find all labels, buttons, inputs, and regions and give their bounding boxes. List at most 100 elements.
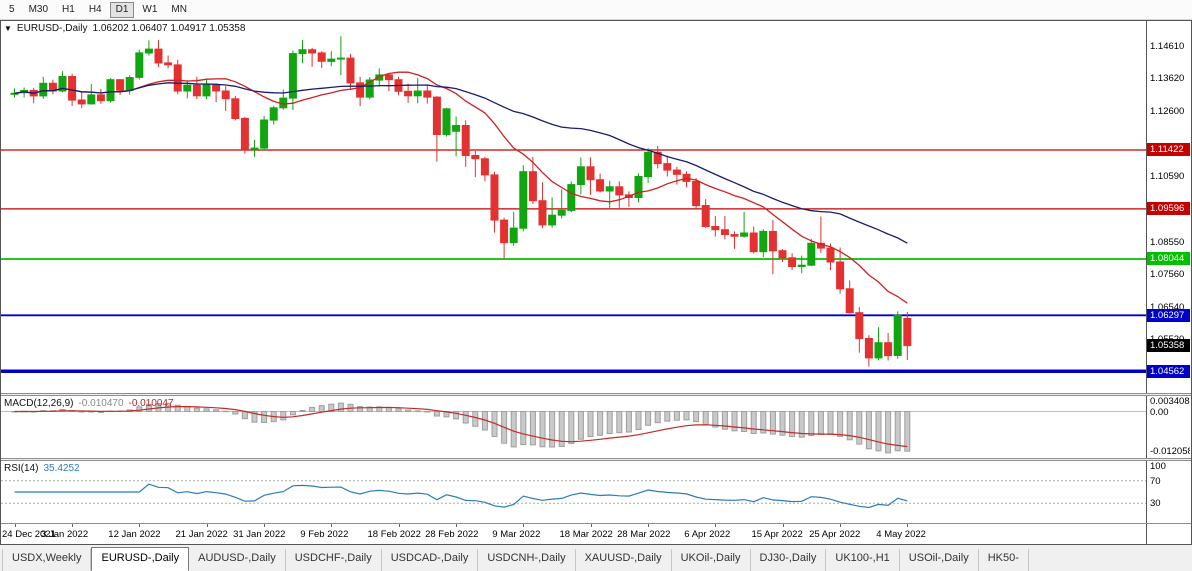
axis-price-label: 1.08550	[1150, 236, 1185, 248]
price-line-badge: 1.09596	[1147, 202, 1190, 216]
ohlc-values: 1.06202 1.06407 1.04917 1.05358	[92, 23, 246, 34]
timeframe-button-H4[interactable]: H4	[88, 3, 102, 15]
axis-price-label: 70	[1150, 475, 1161, 487]
chart-tab-USDCNH-,Daily[interactable]: USDCNH-,Daily	[478, 549, 576, 571]
symbol-timeframe-label: EURUSD-,Daily	[16, 23, 88, 34]
timeframe-button-W1[interactable]: W1	[142, 3, 158, 15]
macd-name: MACD(12,26,9)	[4, 398, 74, 409]
timeframe-button-MN[interactable]: MN	[171, 3, 187, 15]
time-axis-label: 31 Jan 2022	[233, 529, 286, 540]
window-marker-icon[interactable]: ▼	[4, 24, 12, 33]
macd-canvas[interactable]	[1, 396, 1146, 458]
time-axis-labels[interactable]: 24 Dec 2021 3 Jan 2022 12 Jan 2022 21 Jan 2…	[1, 524, 1146, 544]
chart-window: ▼ EURUSD-,Daily 1.06202 1.06407 1.04917 …	[0, 20, 1192, 545]
axis-price-label: 0.003408	[1150, 396, 1190, 407]
time-axis-label: 6 Apr 2022	[684, 529, 731, 540]
axis-price-label: -0.012058	[1150, 446, 1190, 457]
macd-chart-area[interactable]: MACD(12,26,9) -0.010470 -0.010047	[1, 396, 1146, 458]
time-tick	[331, 524, 332, 527]
chart-tab-USDCHF-,Daily[interactable]: USDCHF-,Daily	[286, 549, 382, 571]
time-tick	[15, 524, 16, 527]
time-axis-label: 24 Dec 2021	[2, 529, 56, 540]
rsi-chart-area[interactable]: RSI(14) 35.4252	[1, 461, 1146, 523]
time-axis-label: 28 Mar 2022	[617, 529, 671, 540]
time-axis-label: 15 Apr 2022	[751, 529, 803, 540]
chart-tab-DJ30-,Daily[interactable]: DJ30-,Daily	[751, 549, 827, 571]
time-tick	[72, 524, 73, 527]
macd-axis[interactable]: 0.003408 0.00 -0.012058	[1146, 396, 1190, 458]
axis-price-label: 1.14610	[1150, 41, 1185, 53]
chart-tab-AUDUSD-,Daily[interactable]: AUDUSD-,Daily	[189, 549, 286, 571]
axis-corner	[1146, 524, 1190, 544]
macd-signal-value: -0.010047	[128, 398, 174, 409]
axis-price-label: 1.06540	[1150, 301, 1185, 313]
rsi-canvas[interactable]	[1, 461, 1146, 523]
timeframe-button-D1[interactable]: D1	[109, 1, 135, 18]
time-tick	[840, 524, 841, 527]
macd-main-value: -0.010470	[78, 398, 124, 409]
axis-price-label: 1.12600	[1150, 105, 1185, 117]
time-axis-label: 9 Mar 2022	[492, 529, 541, 540]
time-tick	[264, 524, 265, 527]
time-axis[interactable]: 24 Dec 2021 3 Jan 2022 12 Jan 2022 21 Jan 2…	[1, 523, 1191, 544]
price-line-badge: 1.11422	[1147, 143, 1190, 157]
time-axis-label: 18 Feb 2022	[367, 529, 421, 540]
time-tick	[783, 524, 784, 527]
time-tick	[399, 524, 400, 527]
chart-tab-HK50-[interactable]: HK50-	[979, 549, 1029, 571]
chart-tab-USDCAD-,Daily[interactable]: USDCAD-,Daily	[382, 549, 479, 571]
chart-title: ▼ EURUSD-,Daily 1.06202 1.06407 1.04917 …	[4, 23, 245, 34]
chart-tab-bar: USDX,Weekly EURUSD-,Daily AUDUSD-,Daily USD…	[0, 545, 1192, 571]
time-tick	[648, 524, 649, 527]
time-tick	[456, 524, 457, 527]
chart-tab-USDX,Weekly[interactable]: USDX,Weekly	[2, 549, 92, 571]
time-tick	[591, 524, 592, 527]
pane-divider[interactable]	[1, 458, 1191, 461]
rsi-title: RSI(14) 35.4252	[4, 463, 80, 474]
time-tick	[907, 524, 908, 527]
chart-tab-EURUSD-,Daily[interactable]: EURUSD-,Daily	[91, 547, 190, 571]
main-chart-area[interactable]: ▼ EURUSD-,Daily 1.06202 1.06407 1.04917 …	[1, 21, 1146, 393]
axis-price-label: 100	[1150, 461, 1166, 472]
time-axis-label: 12 Jan 2022	[108, 529, 161, 540]
time-axis-label: 21 Jan 2022	[175, 529, 228, 540]
timeframe-button-5[interactable]: 5	[9, 3, 15, 15]
time-axis-label: 28 Feb 2022	[425, 529, 479, 540]
macd-pane: MACD(12,26,9) -0.010470 -0.010047 0.0034…	[1, 396, 1191, 458]
price-line-badge: 1.08044	[1147, 252, 1190, 266]
axis-price-label: 1.07560	[1150, 268, 1185, 280]
timeframe-toolbar: 5 M30 H1 H4 D1 W1 MN	[0, 0, 1192, 20]
time-axis-label: 9 Feb 2022	[300, 529, 349, 540]
chart-tab-UKOil-,Daily[interactable]: UKOil-,Daily	[672, 549, 751, 571]
price-axis[interactable]: 1.14610 1.13620 1.12600 1.10590 1.08550 1.075…	[1146, 21, 1190, 393]
axis-price-label: 1.10590	[1150, 170, 1185, 182]
price-pane: ▼ EURUSD-,Daily 1.06202 1.06407 1.04917 …	[1, 21, 1191, 393]
timeframe-button-M30[interactable]: M30	[28, 3, 49, 15]
axis-price-label: 1.13620	[1150, 73, 1185, 85]
rsi-value: 35.4252	[43, 463, 80, 474]
chart-tab-XAUUSD-,Daily[interactable]: XAUUSD-,Daily	[576, 549, 672, 571]
price-line-badge: 1.04562	[1147, 364, 1190, 378]
axis-price-label: 0.00	[1150, 406, 1169, 418]
rsi-axis[interactable]: 100 70 30	[1146, 461, 1190, 523]
price-line-badge: 1.06297	[1147, 308, 1190, 322]
time-axis-label: 3 Jan 2022	[41, 529, 89, 540]
time-axis-label: 25 Apr 2022	[809, 529, 861, 540]
candlestick-canvas[interactable]	[1, 21, 1146, 393]
time-axis-label: 18 Mar 2022	[559, 529, 613, 540]
macd-title: MACD(12,26,9) -0.010470 -0.010047	[4, 398, 174, 409]
rsi-name: RSI(14)	[4, 463, 39, 474]
time-tick	[715, 524, 716, 527]
time-tick	[207, 524, 208, 527]
chart-tab-USOil-,Daily[interactable]: USOil-,Daily	[900, 549, 979, 571]
rsi-pane: RSI(14) 35.4252 100 70 30	[1, 461, 1191, 523]
chart-tab-UK100-,H1[interactable]: UK100-,H1	[826, 549, 900, 571]
axis-price-label: 30	[1150, 498, 1161, 510]
time-axis-label: 4 May 2022	[876, 529, 926, 540]
price-line-badge: 1.05358	[1147, 339, 1190, 353]
timeframe-button-H1[interactable]: H1	[62, 3, 75, 15]
time-tick	[523, 524, 524, 527]
time-tick	[139, 524, 140, 527]
pane-divider[interactable]	[1, 393, 1191, 396]
